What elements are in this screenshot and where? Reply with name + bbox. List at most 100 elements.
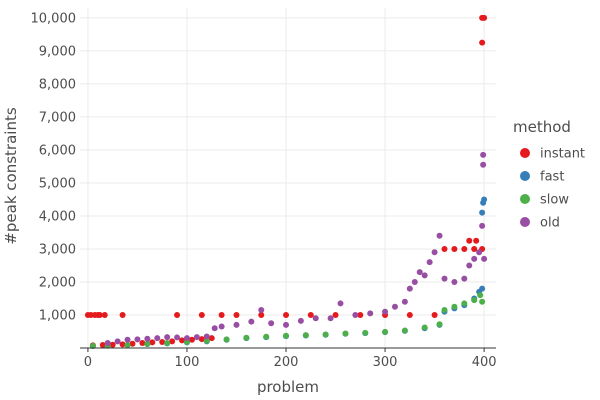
point-old (476, 249, 482, 255)
point-old (115, 338, 121, 344)
point-slow (323, 331, 329, 337)
y-tick-label: 7,000 (39, 110, 76, 125)
point-old (219, 324, 225, 330)
point-old (248, 319, 254, 325)
point-old (268, 320, 274, 326)
point-old (441, 276, 447, 282)
point-fast (479, 210, 485, 216)
point-instant (333, 312, 339, 318)
x-tick-label: 0 (84, 355, 92, 370)
point-slow (263, 334, 269, 340)
point-instant (139, 340, 145, 346)
point-old (313, 315, 319, 321)
legend-swatch-fast (520, 171, 530, 181)
x-tick-label: 200 (274, 355, 299, 370)
point-instant (407, 312, 413, 318)
point-old (212, 325, 218, 331)
point-instant (102, 312, 108, 318)
point-instant (473, 238, 479, 244)
point-old (328, 315, 334, 321)
point-old (233, 322, 239, 328)
point-fast (481, 196, 487, 202)
point-old (164, 334, 170, 340)
point-slow (441, 307, 447, 313)
point-old (432, 249, 438, 255)
point-old (367, 310, 373, 316)
point-slow (164, 340, 170, 346)
point-slow (224, 336, 230, 342)
legend-swatch-slow (520, 194, 530, 204)
x-tick-label: 100 (175, 355, 200, 370)
point-slow (243, 335, 249, 341)
legend-label-old: old (540, 216, 560, 231)
point-old (480, 162, 486, 168)
point-slow (144, 341, 150, 347)
point-instant (120, 312, 126, 318)
point-slow (479, 299, 485, 305)
point-old (461, 276, 467, 282)
point-old (154, 335, 160, 341)
point-old (422, 272, 428, 278)
point-old (402, 299, 408, 305)
point-old (204, 333, 210, 339)
legend: method instant fast slow old (513, 118, 585, 231)
point-fast (479, 286, 485, 292)
point-old (174, 334, 180, 340)
point-old (427, 259, 433, 265)
point-old (382, 309, 388, 315)
point-slow (471, 297, 477, 303)
point-instant (283, 312, 289, 318)
point-instant (479, 40, 485, 46)
point-old (481, 256, 487, 262)
legend-swatch-old (520, 217, 530, 227)
point-instant (219, 312, 225, 318)
point-slow (402, 328, 408, 334)
point-old (451, 279, 457, 285)
point-slow (342, 330, 348, 336)
point-slow (125, 342, 131, 348)
point-old (194, 334, 200, 340)
x-tick-label: 400 (472, 355, 497, 370)
point-old (480, 152, 486, 158)
point-old (437, 233, 443, 239)
x-axis-title: problem (257, 378, 319, 396)
point-instant (481, 15, 487, 21)
point-slow (422, 325, 428, 331)
legend-label-fast: fast (540, 170, 564, 185)
y-tick-label: 3,000 (39, 242, 76, 257)
y-axis-title: #peak constraints (2, 107, 20, 245)
y-tick-label: 4,000 (39, 209, 76, 224)
point-instant (199, 312, 205, 318)
y-tick-label: 5,000 (39, 176, 76, 191)
point-old (134, 336, 140, 342)
point-instant (432, 312, 438, 318)
point-slow (437, 321, 443, 327)
point-slow (461, 300, 467, 306)
point-old (283, 322, 289, 328)
point-old (479, 223, 485, 229)
grid (80, 8, 496, 348)
point-old (298, 318, 304, 324)
legend-label-slow: slow (540, 193, 569, 208)
point-instant (461, 246, 467, 252)
legend-title: method (513, 118, 571, 136)
y-tick-label: 8,000 (39, 77, 76, 92)
point-old (417, 269, 423, 275)
point-old (184, 335, 190, 341)
point-old (407, 286, 413, 292)
point-slow (451, 304, 457, 310)
point-old (471, 256, 477, 262)
y-tick-label: 2,000 (39, 275, 76, 290)
point-instant (451, 246, 457, 252)
point-slow (382, 329, 388, 335)
y-tick-label: 10,000 (31, 11, 77, 26)
legend-swatch-instant (520, 148, 530, 158)
point-slow (362, 330, 368, 336)
point-old (466, 262, 472, 268)
point-instant (308, 312, 314, 318)
point-old (337, 300, 343, 306)
point-instant (471, 246, 477, 252)
point-old (258, 307, 264, 313)
point-old (144, 336, 150, 342)
